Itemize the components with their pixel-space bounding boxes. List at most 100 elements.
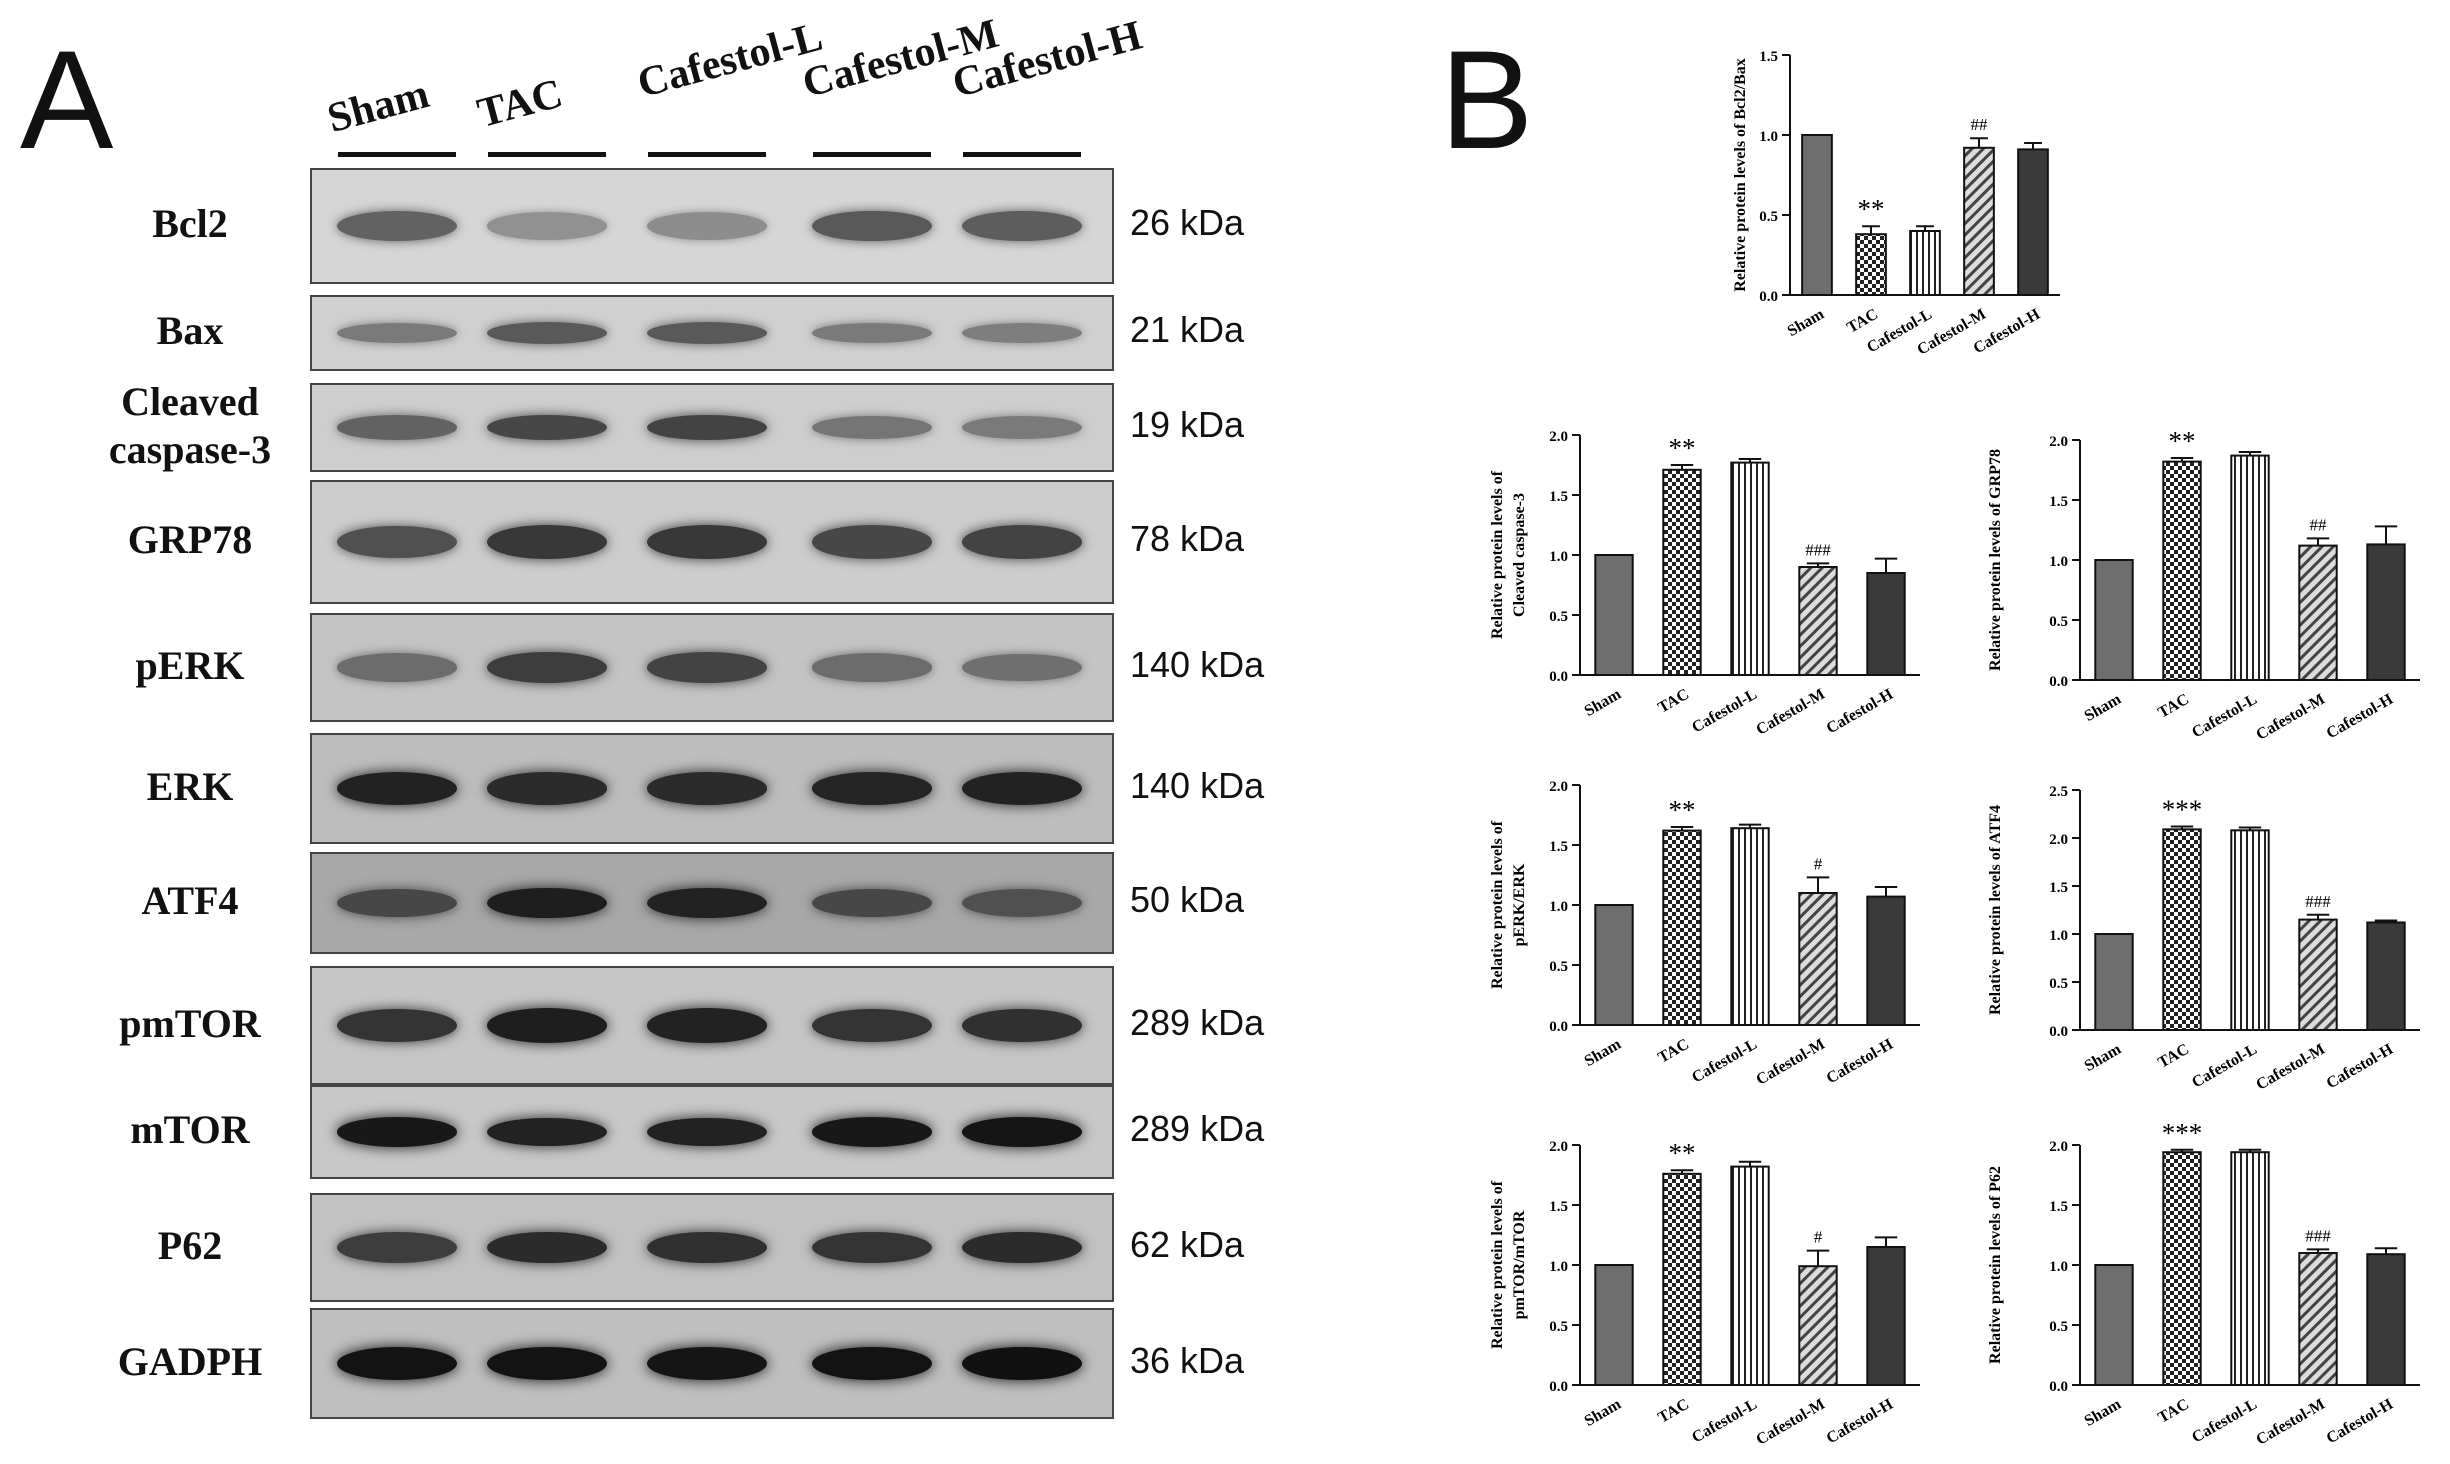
lane-underline bbox=[338, 152, 456, 157]
blot-band bbox=[812, 322, 932, 343]
bar-chart-grp78: 0.0 0.5 1.0 1.5 2.0 Relative protein levels o… bbox=[1987, 426, 2420, 744]
blot-band bbox=[812, 888, 932, 918]
y-tick-label: 1.0 bbox=[2049, 1259, 2068, 1275]
y-axis-label: Relative protein levels of GRP78 bbox=[1987, 449, 2004, 671]
y-tick-label: 0.0 bbox=[1549, 1379, 1568, 1395]
y-tick-label: 1.0 bbox=[1549, 1259, 1568, 1275]
bar bbox=[1662, 468, 1702, 676]
bar bbox=[2366, 921, 2406, 1031]
molecular-weight-label: 289 kDa bbox=[1130, 1001, 1265, 1043]
blot-band bbox=[812, 1008, 932, 1043]
x-tick-label: Cafestol-H bbox=[1824, 1035, 1897, 1087]
significance-label: *** bbox=[2162, 794, 2203, 824]
significance-label: ** bbox=[1669, 795, 1696, 825]
x-tick-label: Cafestol-M bbox=[2253, 1396, 2328, 1449]
y-tick-label: 1.0 bbox=[2049, 554, 2068, 570]
significance-label: ## bbox=[1971, 115, 1989, 134]
y-axis-label: Relative protein levels of pERK/ERK bbox=[1489, 820, 1528, 989]
y-axis-label: Relative protein levels of ATF4 bbox=[1987, 805, 2004, 1015]
blot-image bbox=[310, 966, 1114, 1085]
y-axis-label-line: Relative protein levels of P62 bbox=[1987, 1166, 2004, 1364]
molecular-weight-label: 21 kDa bbox=[1130, 309, 1245, 350]
bar bbox=[1798, 1265, 1838, 1386]
x-tick-label: Cafestol-H bbox=[1824, 685, 1897, 737]
molecular-weight-label: 140 kDa bbox=[1130, 643, 1265, 685]
y-tick-label: 2.0 bbox=[1549, 1139, 1568, 1155]
x-tick-label: TAC bbox=[1844, 306, 1881, 337]
blot-band bbox=[647, 322, 767, 344]
y-tick-label: 0.5 bbox=[1759, 209, 1778, 225]
blot-label: mTOR bbox=[60, 1106, 320, 1154]
bar bbox=[2298, 918, 2338, 1032]
x-tick-label: TAC bbox=[1655, 1396, 1692, 1427]
blot-band bbox=[962, 1117, 1082, 1147]
blot-band bbox=[337, 1232, 457, 1263]
bar bbox=[1855, 233, 1887, 296]
blot-band bbox=[647, 524, 767, 560]
blot-label-line: caspase-3 bbox=[108, 426, 272, 472]
lane-label: Sham bbox=[322, 71, 434, 143]
blot-image bbox=[310, 613, 1114, 722]
blot-band bbox=[487, 414, 607, 441]
x-tick-label: TAC bbox=[1655, 1036, 1692, 1067]
blot-band bbox=[337, 1008, 457, 1043]
y-tick-label: 0.0 bbox=[1759, 289, 1778, 305]
y-tick-label: 0.0 bbox=[2049, 674, 2068, 690]
significance-label: ** bbox=[1669, 1138, 1696, 1168]
significance-label: # bbox=[1814, 854, 1823, 873]
x-tick-label: Sham bbox=[1582, 1035, 1625, 1070]
bar-chart-pmtor-mtor: 0.0 0.5 1.0 1.5 2.0 Relative protein levels o… bbox=[1489, 1138, 1920, 1449]
y-tick-label: 1.0 bbox=[1549, 899, 1568, 915]
blot-label-line: mTOR bbox=[130, 1107, 250, 1152]
blot-image bbox=[310, 383, 1114, 472]
x-tick-label: Cafestol-H bbox=[2324, 690, 2397, 742]
y-tick-label: 2.0 bbox=[2049, 434, 2068, 450]
blot-label: Bcl2 bbox=[60, 200, 320, 248]
bar bbox=[1594, 1264, 1634, 1386]
blot-band bbox=[962, 525, 1082, 559]
blot-label: GADPH bbox=[60, 1338, 320, 1386]
y-tick-label: 1.5 bbox=[1549, 839, 1568, 855]
blot-band bbox=[647, 1231, 767, 1264]
blot-band bbox=[962, 323, 1082, 343]
bar-chart-perk-erk: 0.0 0.5 1.0 1.5 2.0 Relative protein levels o… bbox=[1489, 779, 1920, 1089]
molecular-weight-label: 62 kDa bbox=[1130, 1223, 1245, 1265]
y-axis-label: Relative protein levels of pmTOR/mTOR bbox=[1489, 1180, 1528, 1349]
blot-label: pmTOR bbox=[60, 1000, 320, 1048]
bar bbox=[2230, 1151, 2270, 1387]
significance-label: ** bbox=[1858, 194, 1885, 224]
molecular-weight-label: 78 kDa bbox=[1130, 518, 1245, 559]
bar bbox=[1662, 1172, 1702, 1386]
y-axis-label: Relative protein levels of Bcl2/Bax bbox=[1732, 58, 1749, 291]
panel-b-letter: B bbox=[1440, 21, 1534, 178]
x-tick-label: Cafestol-H bbox=[2324, 1395, 2397, 1447]
y-tick-label: 1.5 bbox=[1549, 489, 1568, 505]
y-tick-label: 0.0 bbox=[2049, 1024, 2068, 1040]
blot-band bbox=[647, 414, 767, 441]
blot-band bbox=[337, 653, 457, 682]
bar bbox=[2230, 454, 2270, 681]
blot-band bbox=[962, 653, 1082, 682]
panel-a: A Sham TAC Cafestol-L Cafestol-M Cafestol-H … bbox=[20, 11, 1265, 1419]
bar bbox=[1730, 827, 1770, 1026]
blot-band bbox=[487, 1346, 607, 1381]
blot-label: Cleaved caspase-3 bbox=[60, 378, 320, 474]
blot-band bbox=[487, 322, 607, 344]
blot-image bbox=[310, 480, 1114, 604]
blot-band bbox=[812, 525, 932, 559]
significance-label: *** bbox=[2162, 1118, 2203, 1148]
x-tick-label: Cafestol-L bbox=[1689, 686, 1760, 737]
blot-band bbox=[647, 1008, 767, 1043]
x-tick-label: Sham bbox=[1582, 685, 1625, 720]
y-axis-label-line: Relative protein levels of bbox=[1489, 470, 1506, 639]
y-axis-label: Relative protein levels of Cleaved caspas… bbox=[1489, 470, 1528, 639]
y-tick-label: 2.0 bbox=[2049, 832, 2068, 848]
blot-image bbox=[310, 733, 1114, 844]
x-tick-label: Cafestol-M bbox=[2253, 1041, 2328, 1094]
x-tick-label: Sham bbox=[1785, 305, 1828, 340]
x-tick-label: Cafestol-H bbox=[2324, 1040, 2397, 1092]
bar bbox=[1730, 461, 1770, 676]
x-tick-label: Cafestol-L bbox=[2189, 691, 2260, 742]
x-tick-label: Cafestol-M bbox=[1753, 686, 1828, 739]
y-tick-label: 0.0 bbox=[1549, 1019, 1568, 1035]
